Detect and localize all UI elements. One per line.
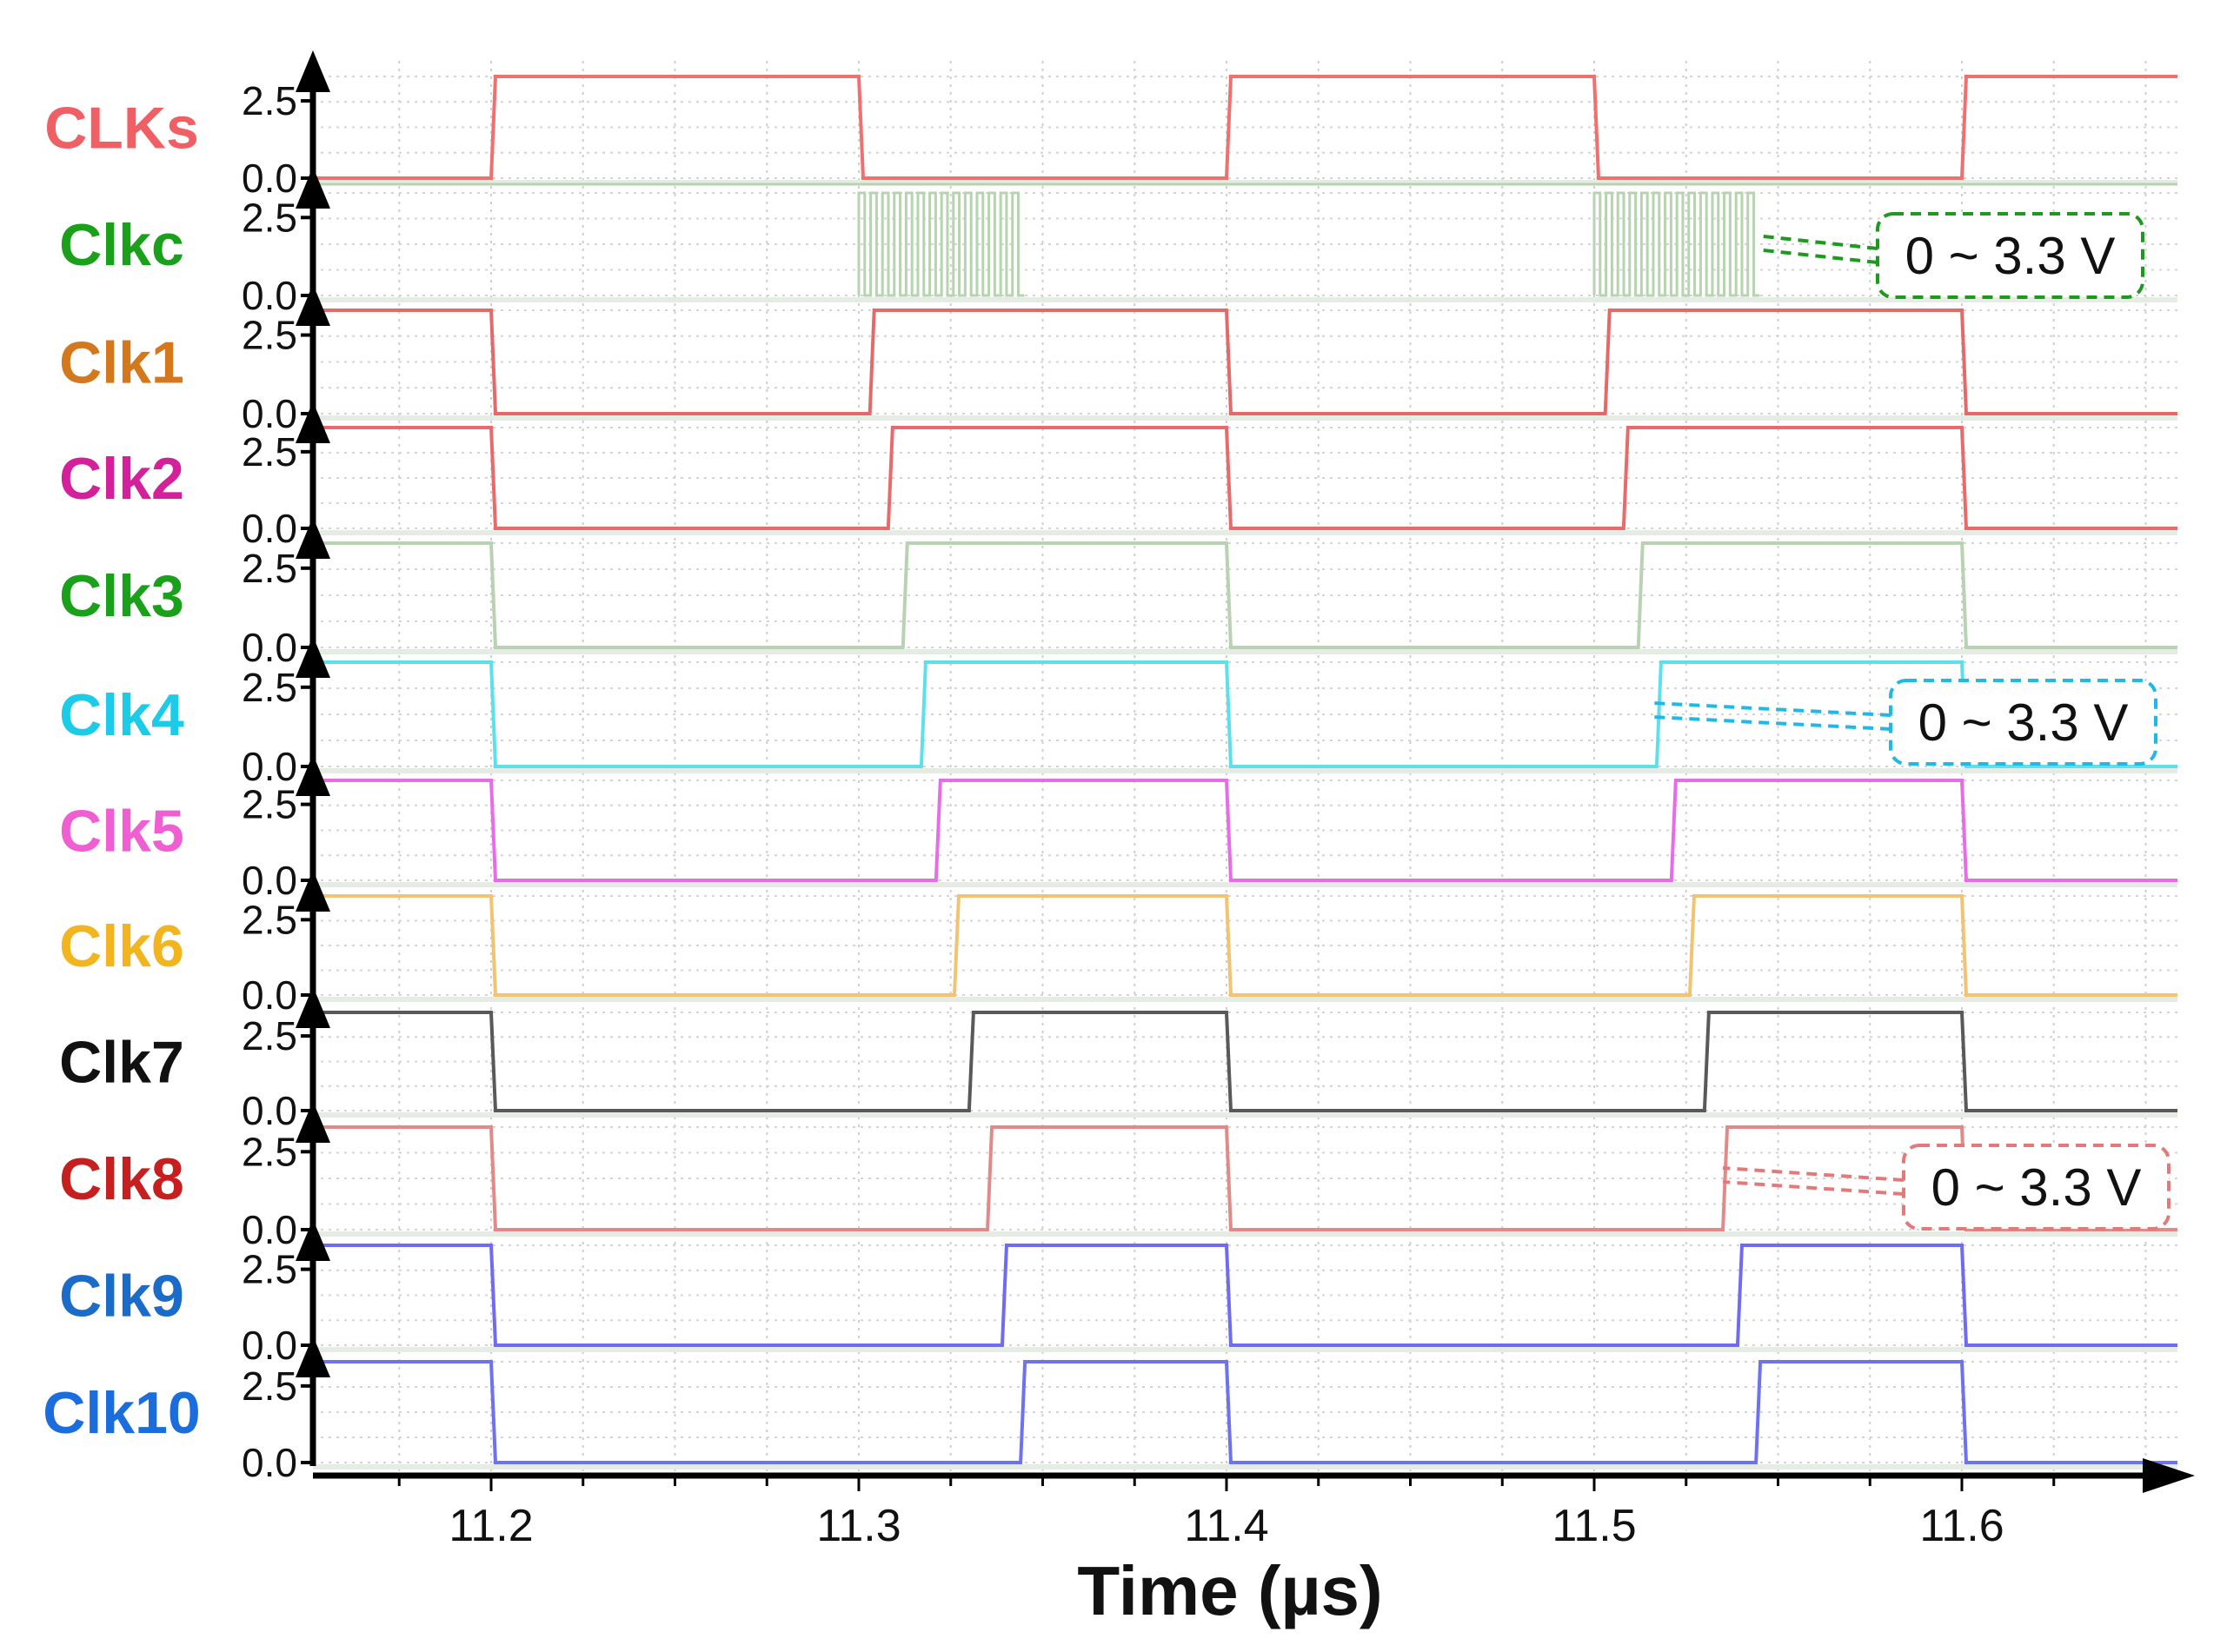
trace-clk10 (316, 1360, 2177, 1464)
y-axis-arrow (296, 517, 330, 559)
panel-separator (313, 530, 2177, 535)
signal-label-clkc: Clkc (59, 212, 184, 278)
panel-separator (313, 882, 2177, 887)
callout-box (1902, 1144, 2170, 1231)
x-tick-label: 11.5 (1552, 1501, 1636, 1551)
panel-separator (313, 297, 2177, 302)
x-tick-label: 11.3 (816, 1501, 901, 1551)
y-axis-arrow (296, 870, 330, 912)
axes (296, 50, 2195, 1493)
panel-separator (313, 415, 2177, 421)
panel-separator (313, 768, 2177, 773)
y-axis-arrow (296, 50, 330, 92)
y-tick-label: 2.5 (242, 78, 297, 123)
signal-label-clk9: Clk9 (59, 1264, 184, 1330)
trace-clk9 (316, 1244, 2177, 1347)
panel-separator (313, 180, 2177, 185)
panel-separator (313, 1231, 2177, 1237)
y-tick-label: 0.0 (242, 1088, 297, 1133)
callout-box (1889, 679, 2157, 766)
trace-clk1 (316, 309, 2177, 415)
callout-leader (1722, 1180, 1905, 1196)
y-axis-arrow (296, 1219, 330, 1261)
panel-separator (313, 649, 2177, 654)
signal-label-clk4: Clk4 (59, 682, 184, 748)
trace-clkc-burst (1592, 191, 1760, 297)
signal-label-clks: CLKs (44, 96, 199, 162)
y-tick-label: 0.0 (242, 506, 297, 551)
y-axis-arrow (296, 401, 330, 443)
x-axis-title: Time (µs) (1077, 1552, 1382, 1629)
x-tick-label: 11.6 (1919, 1501, 2004, 1551)
signal-label-clk1: Clk1 (59, 330, 184, 396)
x-tick-label: 11.4 (1184, 1501, 1268, 1551)
panel-separator (313, 1347, 2177, 1352)
signal-label-clk10: Clk10 (43, 1380, 200, 1446)
traces (316, 75, 2177, 1464)
signal-label-clk8: Clk8 (59, 1146, 184, 1212)
y-tick-label: 0.0 (242, 273, 297, 318)
y-tick-label: 0.0 (242, 1207, 297, 1252)
grid (313, 61, 2177, 1476)
y-axis-arrow (296, 986, 330, 1028)
callout-text: 0 ~ 3.3 V (1931, 1158, 2142, 1217)
signal-label-clk6: Clk6 (59, 913, 184, 979)
labels: 2.50.0CLKs2.50.0Clkc2.50.0Clk12.50.0Clk2… (43, 78, 2004, 1551)
y-tick-label: 2.5 (242, 195, 297, 240)
trace-clk6 (316, 894, 2177, 997)
panel-separator (313, 1112, 2177, 1118)
callout-text: 0 ~ 3.3 V (1918, 693, 2129, 752)
callout-leader (1652, 715, 1891, 731)
y-axis-arrow (296, 754, 330, 796)
y-axis-arrow (296, 1101, 330, 1143)
x-axis-arrow (2143, 1458, 2195, 1493)
callout-box (1876, 212, 2144, 299)
signal-label-clk3: Clk3 (59, 563, 184, 629)
annotations: 0 ~ 3.3 V 0 ~ 3.3 V 0 ~ 3.3 V (1652, 212, 2170, 1231)
callout-leader (1763, 235, 1878, 250)
y-axis-arrow (296, 167, 330, 209)
y-tick-label: 0.0 (242, 1323, 297, 1368)
y-tick-label: 0.0 (242, 972, 297, 1018)
trace-clk3 (316, 541, 2177, 649)
y-tick-label: 0.0 (242, 858, 297, 903)
trace-clk5 (316, 779, 2177, 882)
y-tick-label: 2.5 (242, 1363, 297, 1409)
y-axis-arrow (296, 1336, 330, 1377)
y-tick-label: 2.5 (242, 665, 297, 710)
callout-leader (1763, 249, 1878, 264)
y-tick-label: 0.0 (242, 625, 297, 670)
y-tick-label: 0.0 (242, 156, 297, 201)
signal-label-clk7: Clk7 (59, 1030, 184, 1096)
callout-leader (1722, 1166, 1905, 1182)
signal-label-clk5: Clk5 (59, 799, 184, 865)
y-tick-label: 2.5 (242, 1013, 297, 1058)
y-axis-arrow (296, 284, 330, 326)
callout-text: 0 ~ 3.3 V (1905, 227, 2116, 285)
signal-label-clk2: Clk2 (59, 446, 184, 512)
y-tick-label: 2.5 (242, 782, 297, 827)
y-tick-label: 2.5 (242, 546, 297, 591)
y-axis-arrow (296, 636, 330, 678)
y-tick-label: 0.0 (242, 744, 297, 789)
trace-clk2 (316, 426, 2177, 530)
panel-separator (313, 1464, 2177, 1470)
y-tick-label: 2.5 (242, 1247, 297, 1292)
trace-clkc-burst (857, 191, 1025, 297)
callout-leader (1652, 701, 1891, 717)
y-tick-label: 0.0 (242, 1440, 297, 1485)
trace-clk7 (316, 1011, 2177, 1112)
y-tick-label: 2.5 (242, 429, 297, 474)
y-tick-label: 0.0 (242, 391, 297, 436)
x-tick-label: 11.2 (449, 1501, 533, 1551)
y-tick-label: 2.5 (242, 313, 297, 358)
y-tick-label: 2.5 (242, 1129, 297, 1174)
y-tick-label: 2.5 (242, 897, 297, 942)
panel-separator (313, 997, 2177, 1002)
trace-clks (316, 75, 2177, 180)
